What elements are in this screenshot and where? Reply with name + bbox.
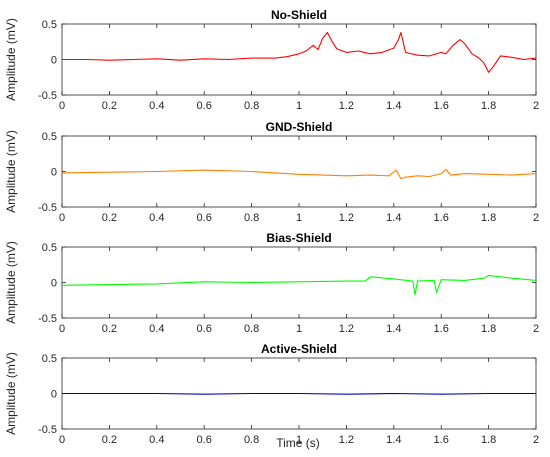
panel-1: No-Shield Amplitude (mV) 0 0.2 0.4 0.6 0.8 1 1.2… (4, 8, 539, 112)
x-tick-label: 1 (296, 434, 302, 446)
plot-frame (61, 246, 537, 319)
series-line (62, 31, 537, 73)
x-tick-label: 1.4 (386, 434, 401, 446)
y-tick-label: -0.5 (38, 424, 57, 436)
x-tick-label: 1.6 (434, 100, 449, 112)
x-tick-label: 1 (296, 212, 302, 224)
panel-title: Active-Shield (261, 342, 337, 356)
x-tick-label: 0.2 (102, 323, 117, 335)
x-tick-label: 0.4 (149, 434, 164, 446)
y-tick-label: 0 (51, 389, 57, 401)
y-tick-label: 0.5 (42, 242, 57, 254)
x-axis-title: Time (s) (276, 436, 320, 450)
x-tick-label: 1.8 (481, 323, 496, 335)
x-tick-label: 1 (296, 100, 302, 112)
panel-3: Bias-Shield Amplitude (mV) 0 0.2 0.4 0.6 0.8 1 1… (4, 231, 539, 335)
y-tick-label: 0.5 (42, 353, 57, 365)
panel-2: GND-Shield Amplitude (mV) 0 0.2 0.4 0.6 0.8 1 1.… (4, 120, 539, 224)
x-tick-label: 0.4 (149, 323, 164, 335)
x-tick-label: 0.6 (197, 100, 212, 112)
y-axis-title: Amplitude (mV) (4, 241, 18, 324)
x-tick-label: 2 (533, 212, 539, 224)
x-tick-label: 0.4 (149, 100, 164, 112)
x-tick-label: 1.6 (434, 434, 449, 446)
panel-4: Active-Shield Amplitude (mV) 0 0.2 0.4 0.6 0.8… (4, 342, 539, 446)
y-tick-label: 0.5 (42, 19, 57, 31)
x-tick-label: 0.6 (197, 323, 212, 335)
series-line (61, 274, 537, 296)
y-tick-label: -0.5 (38, 313, 57, 325)
x-tick-label: 1.4 (386, 100, 401, 112)
panel-title: GND-Shield (266, 120, 333, 134)
x-tick-label: 2 (533, 100, 539, 112)
x-tick-label: 0 (59, 100, 65, 112)
series-line (61, 168, 537, 180)
x-tick-label: 0.8 (244, 212, 259, 224)
panel-title: Bias-Shield (266, 231, 331, 245)
x-tick-label: 1.2 (339, 100, 354, 112)
x-tick-label: 0.2 (102, 100, 117, 112)
y-axis-title: Amplitude (mV) (4, 352, 18, 435)
x-tick-label: 2 (533, 434, 539, 446)
x-tick-label: 1.8 (481, 212, 496, 224)
y-axis-title: Amplitude (mV) (4, 130, 18, 213)
x-tick-label: 1.2 (339, 434, 354, 446)
series-line (62, 392, 536, 395)
x-tick-label: 0 (59, 434, 65, 446)
x-tick-label: 1.4 (386, 323, 401, 335)
x-tick-label: 1.6 (434, 323, 449, 335)
x-tick-label: 0.8 (244, 100, 259, 112)
x-tick-label: 0 (59, 212, 65, 224)
y-tick-label: 0.5 (42, 131, 57, 143)
y-tick-label: 0 (51, 167, 57, 179)
x-tick-label: 1.2 (339, 212, 354, 224)
x-tick-label: 2 (533, 323, 539, 335)
y-tick-label: 0 (51, 278, 57, 290)
x-tick-label: 0.2 (102, 212, 117, 224)
panels: No-Shield Amplitude (mV) 0 0.2 0.4 0.6 0.8 1 1.2… (4, 8, 539, 446)
y-tick-label: 0 (51, 55, 57, 67)
x-tick-label: 1.2 (339, 323, 354, 335)
panel-title: No-Shield (271, 8, 327, 22)
x-tick-label: 0.6 (197, 212, 212, 224)
x-tick-label: 1.4 (386, 212, 401, 224)
y-tick-label: -0.5 (38, 90, 57, 102)
x-tick-label: 1 (296, 323, 302, 335)
x-tick-label: 0.2 (102, 434, 117, 446)
y-axis-title: Amplitude (mV) (4, 18, 18, 101)
x-tick-label: 0.8 (244, 323, 259, 335)
x-tick-label: 0.4 (149, 212, 164, 224)
x-tick-label: 1.6 (434, 212, 449, 224)
x-tick-label: 1.8 (481, 434, 496, 446)
x-tick-label: 0 (59, 323, 65, 335)
x-tick-label: 1.8 (481, 100, 496, 112)
x-tick-label: 0.8 (244, 434, 259, 446)
x-tick-label: 0.6 (197, 434, 212, 446)
y-tick-label: -0.5 (38, 202, 57, 214)
